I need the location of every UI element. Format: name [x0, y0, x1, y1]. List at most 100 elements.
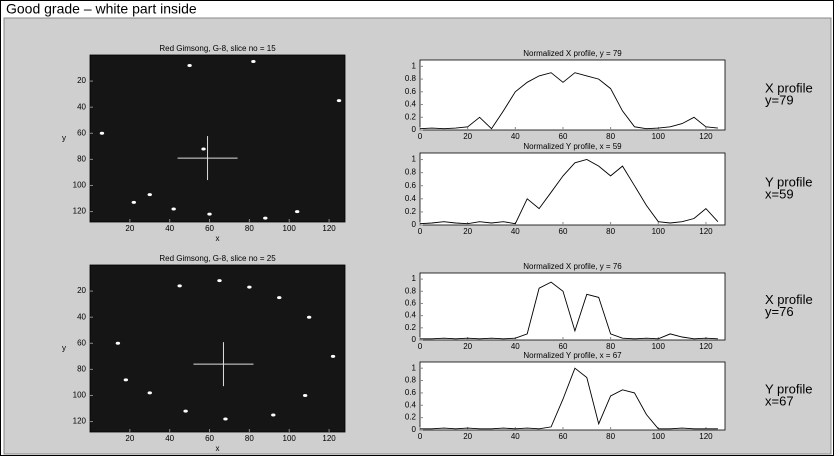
x-tick-label: 0	[418, 342, 423, 351]
y-tick-label: 0	[412, 335, 417, 344]
spot	[171, 207, 176, 211]
x-tick-label: 60	[559, 432, 568, 441]
plot-area	[419, 361, 726, 431]
spot	[177, 284, 182, 288]
spot	[183, 409, 188, 413]
side-label: x=59	[765, 186, 794, 201]
x-tick-label: 20	[463, 132, 472, 141]
y-tick-label: 120	[73, 417, 87, 426]
chart-title: Normalized X profile, y = 76	[523, 262, 622, 271]
side-label: Y profile	[765, 174, 812, 189]
spot	[294, 210, 300, 214]
x-tick-label: 20	[463, 342, 472, 351]
spot	[131, 200, 137, 204]
x-tick-label: 120	[699, 227, 713, 236]
y-tick-label: 1	[412, 274, 417, 283]
y-axis-label: y	[62, 134, 66, 143]
spot	[251, 60, 256, 64]
y-tick-label: 60	[77, 128, 86, 137]
y-axis-label: y	[62, 344, 66, 353]
spot	[217, 279, 222, 283]
y-tick-label: 40	[77, 102, 86, 111]
y-tick-label: 0.8	[405, 286, 417, 295]
y-tick-label: 0.4	[405, 100, 417, 109]
y-tick-label: 1	[412, 61, 417, 70]
y-tick-label: 120	[73, 207, 87, 216]
y-tick-label: 0.2	[405, 323, 417, 332]
x-tick-label: 80	[606, 342, 615, 351]
y-tick-label: 0	[412, 125, 417, 134]
y-tick-label: 1	[412, 155, 417, 164]
x-tick-label: 20	[463, 432, 472, 441]
x-tick-label: 0	[418, 432, 423, 441]
x-tick-label: 60	[205, 434, 214, 443]
x-tick-label: 20	[463, 227, 472, 236]
spot	[115, 341, 121, 345]
y-tick-label: 0.8	[405, 376, 417, 385]
spot	[277, 296, 282, 300]
x-tick-label: 40	[511, 227, 520, 236]
x-tick-label: 100	[652, 132, 666, 141]
spot	[306, 315, 312, 319]
x-tick-label: 0	[418, 132, 423, 141]
x-tick-label: 100	[652, 342, 666, 351]
x-tick-label: 100	[652, 227, 666, 236]
x-tick-label: 100	[283, 224, 297, 233]
profile-line	[420, 281, 718, 340]
spot	[147, 391, 152, 395]
y-tick-label: 100	[73, 181, 87, 190]
header-title: Good grade – white part inside	[6, 1, 197, 17]
y-tick-label: 0.8	[405, 168, 417, 177]
side-label: Y profile	[765, 381, 812, 396]
x-tick-label: 40	[511, 342, 520, 351]
plot-area	[89, 54, 346, 223]
chart-title: Normalized Y profile, x = 67	[523, 351, 622, 360]
y-tick-label: 0.6	[405, 388, 417, 397]
side-label: X profile	[765, 80, 813, 95]
x-tick-label: 120	[699, 132, 713, 141]
x-tick-label: 60	[559, 132, 568, 141]
x-tick-label: 120	[322, 224, 336, 233]
spot	[302, 393, 308, 397]
chart-title: Red Gimsong, G-8, slice no = 25	[159, 254, 276, 263]
x-tick-label: 40	[165, 224, 174, 233]
profile-line	[420, 367, 718, 430]
y-tick-label: 0.4	[405, 311, 417, 320]
y-tick-label: 0.6	[405, 299, 417, 308]
side-label: y=76	[765, 304, 794, 319]
x-tick-label: 60	[205, 224, 214, 233]
x-tick-label: 100	[652, 432, 666, 441]
x-tick-label: 60	[559, 342, 568, 351]
x-tick-label: 80	[245, 434, 254, 443]
y-tick-label: 0	[412, 220, 417, 229]
y-tick-label: 1	[412, 363, 417, 372]
y-tick-label: 0.4	[405, 400, 417, 409]
plot-area	[419, 59, 726, 131]
x-tick-label: 80	[606, 432, 615, 441]
y-tick-label: 0	[412, 425, 417, 434]
y-tick-label: 0.2	[405, 112, 417, 121]
x-tick-label: 0	[418, 227, 423, 236]
y-tick-label: 40	[77, 312, 86, 321]
y-tick-label: 60	[77, 338, 86, 347]
spot	[207, 212, 212, 216]
x-tick-label: 80	[606, 132, 615, 141]
plot-area	[89, 264, 346, 433]
plot-area	[419, 152, 726, 226]
spot	[147, 193, 152, 197]
chart-title: Normalized Y profile, x = 59	[523, 142, 622, 151]
x-tick-label: 120	[699, 342, 713, 351]
x-tick-label: 80	[606, 227, 615, 236]
spot	[223, 417, 228, 421]
y-tick-label: 0.6	[405, 87, 417, 96]
y-tick-label: 80	[77, 364, 86, 373]
x-tick-label: 40	[511, 132, 520, 141]
x-tick-label: 40	[165, 434, 174, 443]
side-label: y=79	[765, 92, 794, 107]
y-tick-label: 0.2	[405, 207, 417, 216]
x-tick-label: 40	[511, 432, 520, 441]
plot-area	[419, 272, 726, 341]
spot	[201, 147, 206, 151]
spot	[336, 99, 342, 103]
x-axis-label: x	[216, 444, 220, 453]
